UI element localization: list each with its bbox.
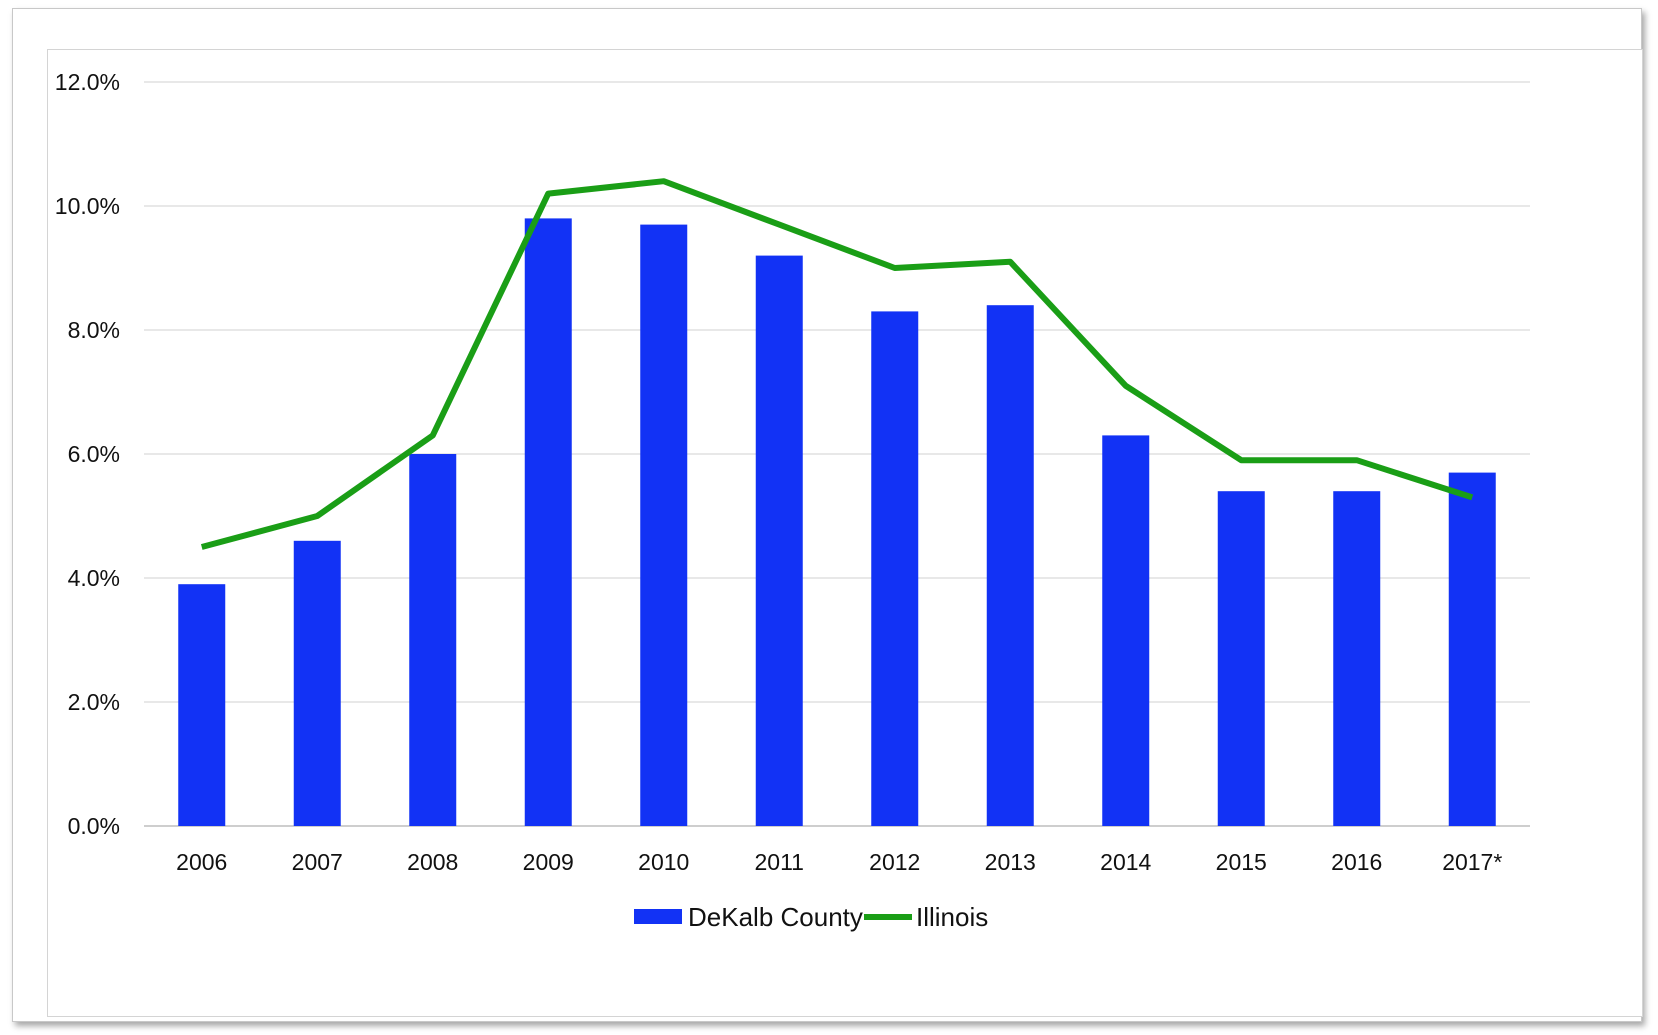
bar-dekalb-2007 xyxy=(293,540,341,826)
legend: DeKalb County Illinois xyxy=(634,902,988,932)
x-tick-label: 2008 xyxy=(407,849,458,875)
x-axis: 2006 2007 2008 2009 2010 2011 2012 2013 2014 2015… xyxy=(176,849,1502,875)
bar-dekalb-2009 xyxy=(524,218,572,826)
gridlines xyxy=(144,81,1530,827)
x-tick-label: 2009 xyxy=(523,849,574,875)
chart-area: 0.0% 2.0% 4.0% 6.0% 8.0% 10.0% 12.0% 2006 2007 2… xyxy=(47,49,1643,1017)
legend-label-illinois: Illinois xyxy=(916,902,988,932)
line-series xyxy=(200,178,1474,550)
bar-dekalb-2017 xyxy=(1448,472,1496,826)
y-tick-label: 8.0% xyxy=(68,317,120,343)
y-tick-label: 0.0% xyxy=(68,813,120,839)
unemployment-chart: 0.0%2.0%4.0%6.0%8.0%10.0%12.0% 2006 2007 2… xyxy=(55,69,1530,932)
x-tick-label: 2016 xyxy=(1331,849,1382,875)
x-tick-label: 2011 xyxy=(755,849,804,875)
line-illinois xyxy=(200,178,1474,550)
legend-label-dekalb: DeKalb County xyxy=(688,902,863,932)
x-tick-label: 2007 xyxy=(292,849,343,875)
y-tick-label: 10.0% xyxy=(55,193,120,219)
bar-series xyxy=(178,218,1496,827)
bar-dekalb-2016 xyxy=(1333,491,1381,826)
bar-dekalb-2014 xyxy=(1102,435,1150,826)
x-tick-label: 2017* xyxy=(1442,849,1502,875)
y-tick-label: 12.0% xyxy=(55,69,120,95)
y-axis: 0.0% 2.0% 4.0% 6.0% 8.0% 10.0% 12.0% xyxy=(55,69,120,839)
y-tick-label: 6.0% xyxy=(68,441,120,467)
chart-frame: 0.0% 2.0% 4.0% 6.0% 8.0% 10.0% 12.0% 2006 2007 2… xyxy=(12,8,1643,1022)
x-tick-label: 2015 xyxy=(1216,849,1267,875)
bar-dekalb-2008 xyxy=(409,454,457,826)
bar-dekalb-2006 xyxy=(178,584,226,826)
bar-dekalb-2011 xyxy=(755,255,803,827)
x-tick-label: 2006 xyxy=(176,849,227,875)
legend-swatch-dekalb xyxy=(634,909,682,924)
bar-dekalb-2013 xyxy=(986,305,1034,826)
y-tick-label: 4.0% xyxy=(68,565,120,591)
bar-dekalb-2015 xyxy=(1217,491,1265,826)
y-tick-label: 2.0% xyxy=(68,689,120,715)
x-tick-label: 2014 xyxy=(1100,849,1151,875)
bar-dekalb-2010 xyxy=(640,224,688,827)
bar-dekalb-2012 xyxy=(871,311,919,826)
x-tick-label: 2012 xyxy=(869,849,920,875)
x-tick-label: 2010 xyxy=(638,849,689,875)
x-tick-label: 2013 xyxy=(985,849,1036,875)
